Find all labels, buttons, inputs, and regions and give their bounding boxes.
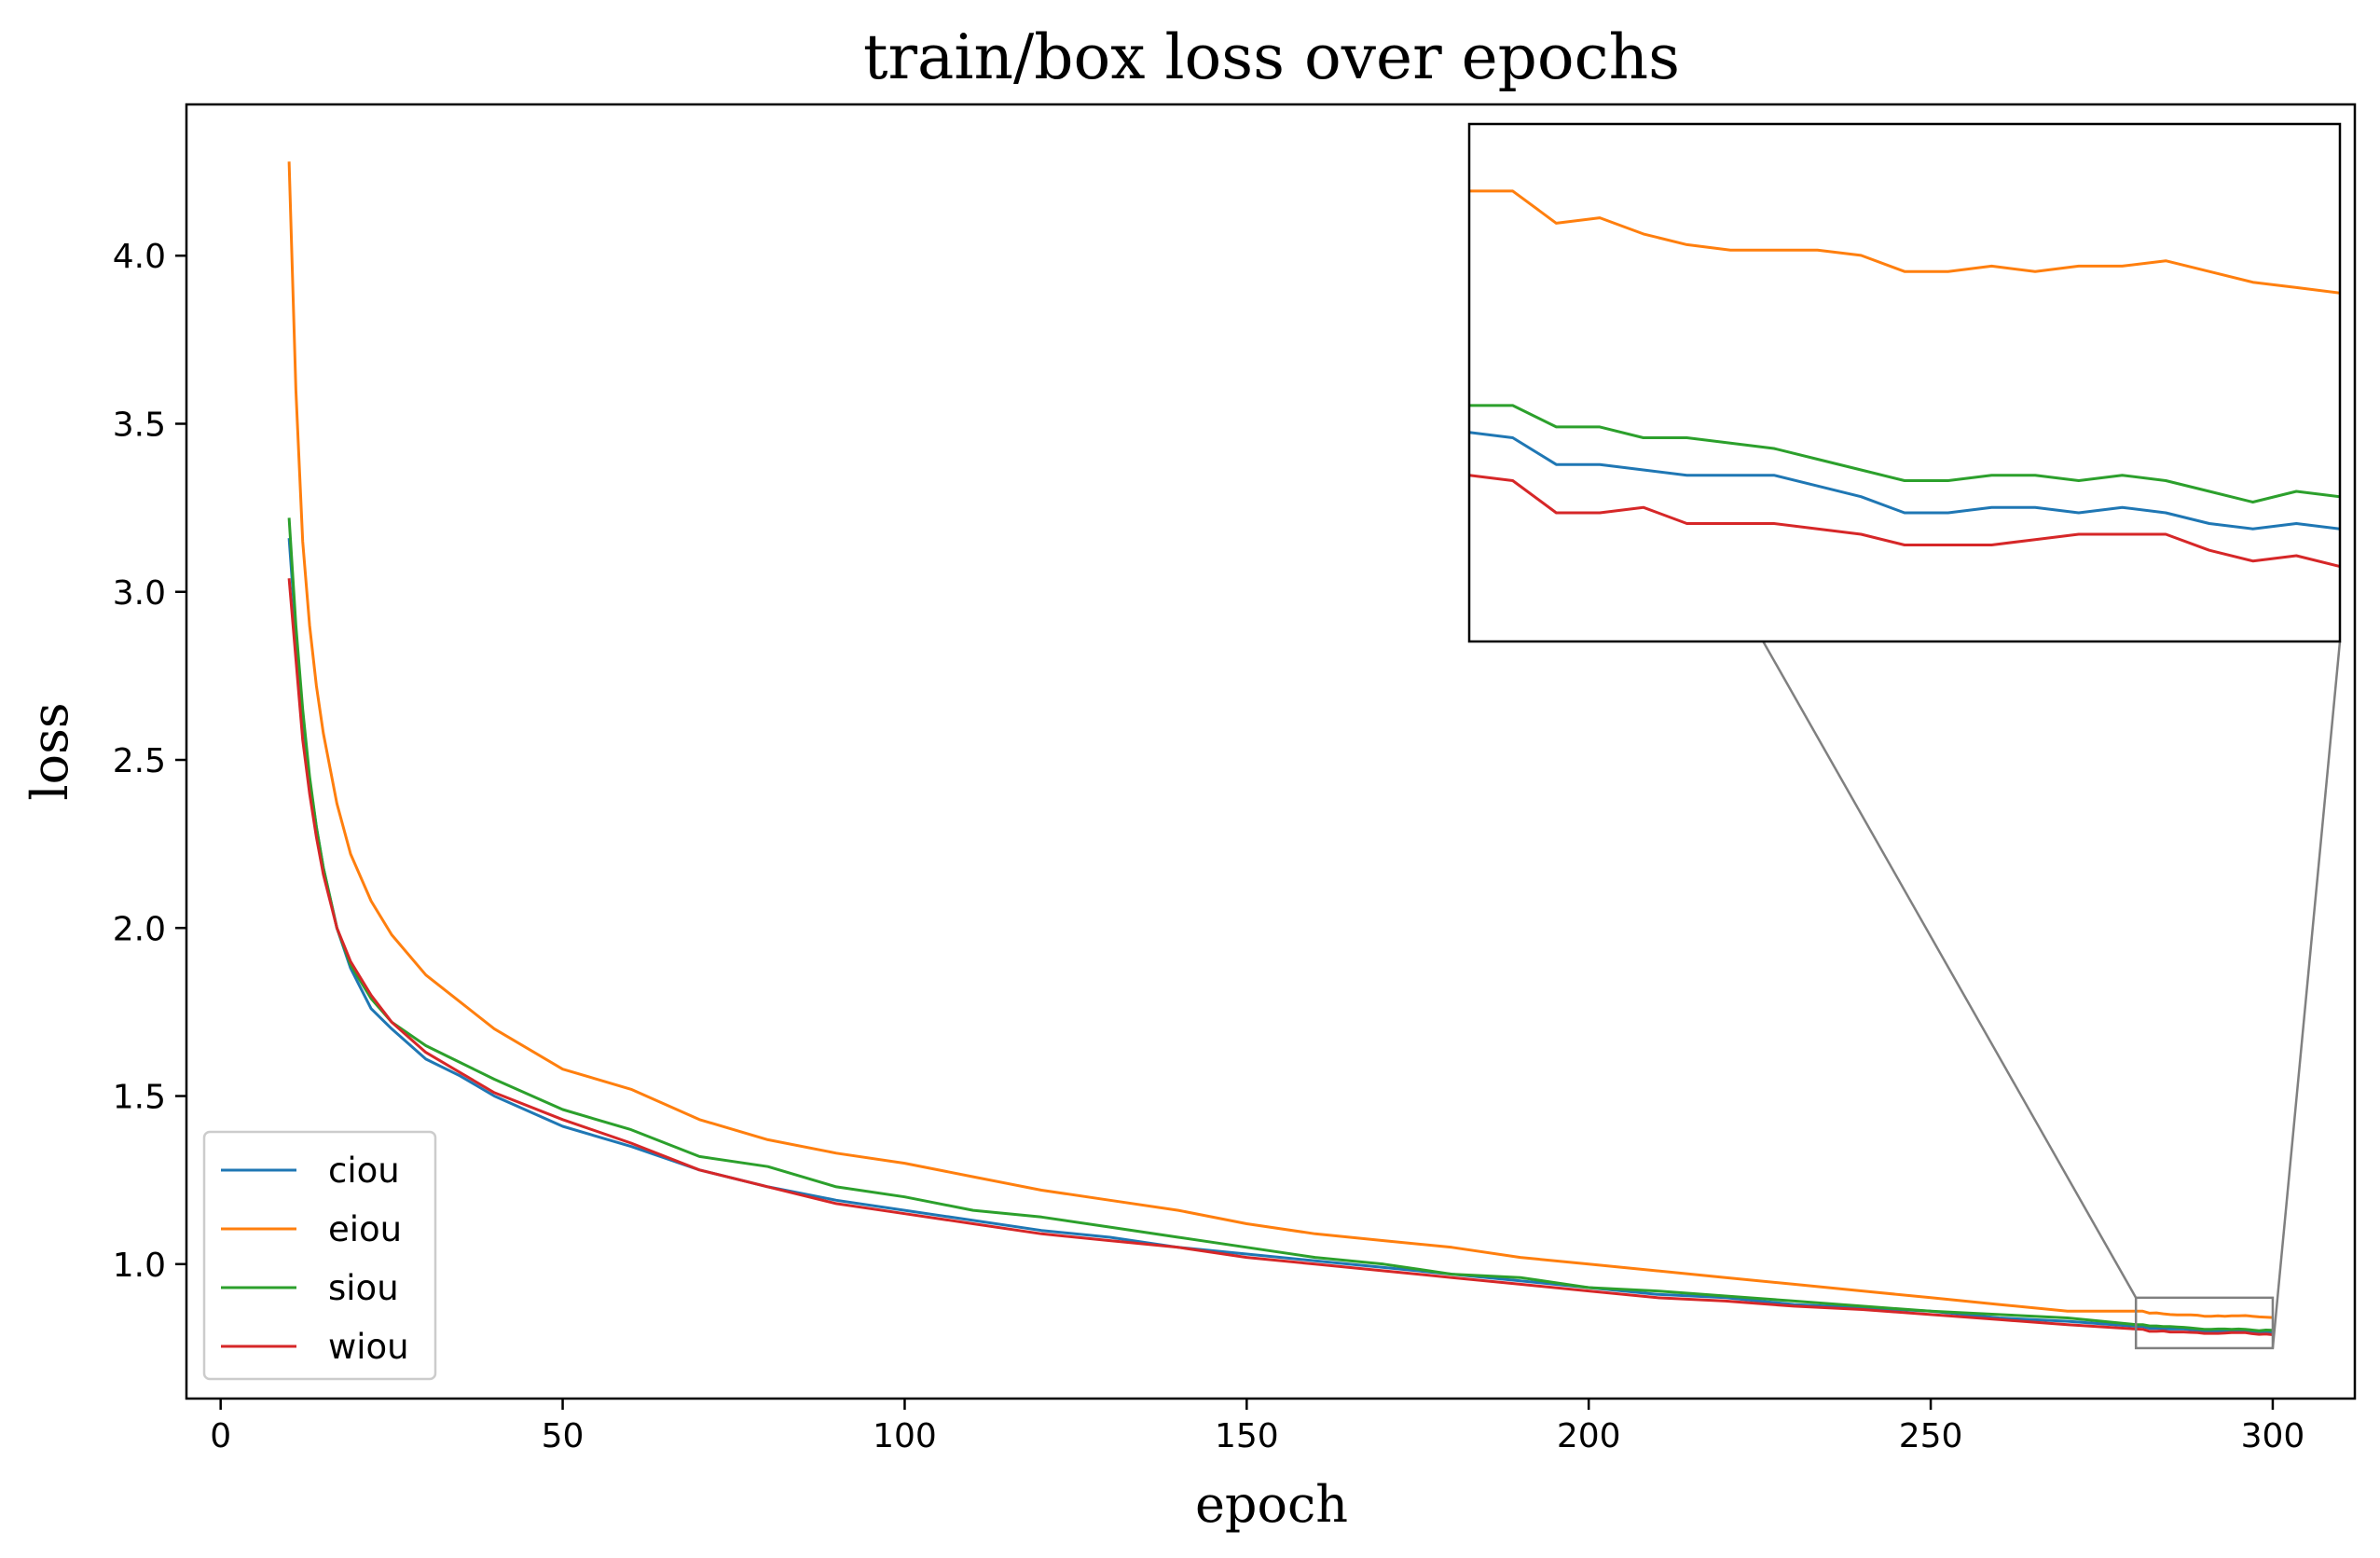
y-tick-label: 2.5: [113, 742, 166, 780]
inset-series-group: [1469, 189, 2340, 568]
y-tick-label: 4.0: [113, 238, 166, 276]
plot-area: [287, 161, 2274, 1336]
x-tick-label: 200: [1557, 1417, 1621, 1455]
zoom-connector-line: [2271, 641, 2342, 1349]
x-tick-label: 0: [210, 1417, 231, 1455]
plot-frame: [185, 103, 2357, 1400]
x-tick-label: 250: [1899, 1417, 1963, 1455]
inset-background: [1469, 124, 2340, 641]
inset-series-line-ciou: [1469, 431, 2340, 531]
series-line-wiou: [287, 578, 2274, 1336]
y-tick-label: 3.0: [113, 574, 166, 613]
inset-series-line-siou: [1469, 404, 2340, 503]
legend-label-ciou: ciou: [328, 1151, 400, 1191]
y-axis: 1.0 1.5 2.0 2.5 3.0 3.5 4.0: [113, 238, 186, 1285]
series-line-eiou: [287, 161, 2273, 1319]
inset-frame: [1467, 122, 2342, 643]
series-group: [287, 161, 2274, 1336]
legend-label-eiou: eiou: [328, 1209, 402, 1249]
x-tick-label: 150: [1215, 1417, 1279, 1455]
y-tick-label: 2.0: [113, 910, 166, 948]
legend-box: [202, 1130, 437, 1381]
legend: ciou eiou siou wiou: [202, 1130, 437, 1381]
y-tick-label: 3.5: [113, 406, 166, 444]
inset-series-line-wiou: [1469, 474, 2340, 568]
x-tick-label: 300: [2241, 1417, 2305, 1455]
x-tick-label: 100: [873, 1417, 937, 1455]
series-line-siou: [287, 517, 2273, 1332]
x-tick-label: 50: [542, 1417, 585, 1455]
x-axis-label: epoch: [1195, 1475, 1348, 1534]
y-axis-label: loss: [21, 702, 79, 800]
chart-title: train/box loss over epochs: [863, 21, 1680, 93]
inset-zoom-panel: [1467, 122, 2342, 643]
y-tick-label: 1.0: [113, 1247, 166, 1285]
zoom-region-box: [2134, 1296, 2275, 1350]
legend-label-wiou: wiou: [328, 1327, 409, 1367]
inset-series-line-eiou: [1469, 189, 2340, 295]
y-tick-label: 1.5: [113, 1079, 166, 1117]
legend-label-siou: siou: [328, 1268, 399, 1308]
x-axis: 0 50 100 150 200 250 300: [210, 1399, 2304, 1455]
